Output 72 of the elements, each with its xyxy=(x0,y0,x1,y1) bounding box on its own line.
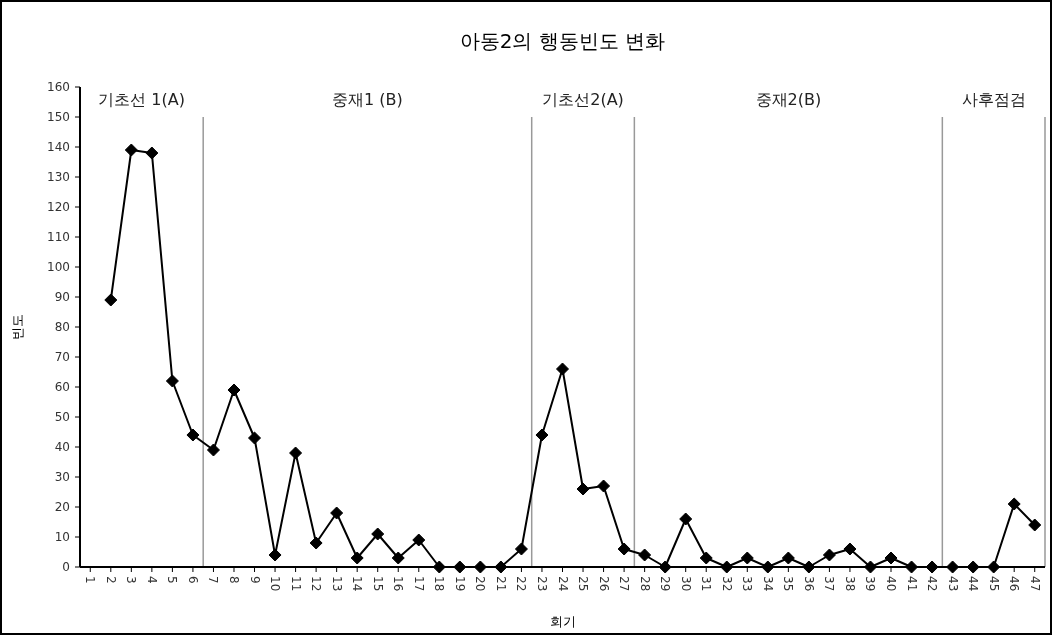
x-tick-label: 19 xyxy=(452,576,467,592)
x-tick-label: 2 xyxy=(103,576,118,584)
y-tick-label: 160 xyxy=(47,80,70,94)
x-tick-label: 38 xyxy=(842,576,857,592)
x-tick-label: 16 xyxy=(391,576,406,592)
x-axis-title: 회기 xyxy=(549,614,576,629)
annotation: 중재2(B) xyxy=(755,90,822,109)
x-tick-label: 41 xyxy=(904,576,919,592)
y-tick-label: 20 xyxy=(54,500,70,514)
x-tick-label: 30 xyxy=(678,576,693,592)
x-tick-label: 29 xyxy=(658,576,673,592)
x-tick-label: 24 xyxy=(555,576,570,592)
x-tick-label: 9 xyxy=(247,576,262,584)
x-tick-label: 37 xyxy=(822,576,837,592)
x-tick-label: 6 xyxy=(185,576,200,584)
x-tick-label: 33 xyxy=(740,576,755,592)
y-tick-label: 80 xyxy=(54,320,70,334)
x-tick-label: 11 xyxy=(288,576,303,592)
y-tick-label: 90 xyxy=(54,290,70,304)
y-tick-label: 150 xyxy=(47,110,70,124)
y-tick-label: 140 xyxy=(47,140,70,154)
y-tick-label: 60 xyxy=(54,380,70,394)
x-tick-label: 27 xyxy=(617,576,632,592)
x-tick-label: 3 xyxy=(124,576,139,584)
annotation: 중재1 (B) xyxy=(332,90,403,109)
x-tick-label: 47 xyxy=(1027,576,1042,592)
x-tick-label: 17 xyxy=(411,576,426,592)
annotation: 기초선2(A) xyxy=(542,90,624,109)
y-tick-label: 110 xyxy=(47,230,70,244)
x-tick-label: 12 xyxy=(309,576,324,592)
y-tick-label: 130 xyxy=(47,170,70,184)
y-tick-label: 40 xyxy=(54,440,70,454)
annotation: 사후점검 xyxy=(961,90,1026,109)
y-tick-label: 100 xyxy=(47,260,70,274)
x-tick-label: 4 xyxy=(144,576,159,584)
x-tick-label: 28 xyxy=(637,576,652,592)
x-tick-label: 35 xyxy=(781,576,796,592)
x-tick-label: 8 xyxy=(226,576,241,584)
x-tick-label: 31 xyxy=(699,576,714,592)
x-tick-label: 44 xyxy=(966,576,981,592)
x-tick-label: 42 xyxy=(925,576,940,592)
x-tick-label: 15 xyxy=(370,576,385,592)
y-tick-label: 70 xyxy=(54,350,70,364)
x-tick-label: 25 xyxy=(576,576,591,592)
x-tick-label: 32 xyxy=(719,576,734,592)
x-tick-label: 34 xyxy=(760,576,775,592)
x-tick-label: 5 xyxy=(165,576,180,584)
x-tick-label: 13 xyxy=(329,576,344,592)
x-tick-label: 18 xyxy=(432,576,447,592)
x-tick-label: 21 xyxy=(493,576,508,592)
x-tick-label: 1 xyxy=(83,576,98,584)
annotation: 기초선 1(A) xyxy=(98,90,185,109)
y-tick-label: 30 xyxy=(54,470,70,484)
x-tick-label: 39 xyxy=(863,576,878,592)
x-tick-label: 26 xyxy=(596,576,611,592)
x-tick-label: 10 xyxy=(268,576,283,592)
x-tick-label: 23 xyxy=(534,576,549,592)
x-tick-label: 22 xyxy=(514,576,529,592)
x-tick-label: 7 xyxy=(206,576,221,584)
y-tick-label: 50 xyxy=(54,410,70,424)
x-tick-label: 46 xyxy=(1007,576,1022,592)
x-tick-label: 36 xyxy=(801,576,816,592)
chart-title: 아동2의 행동빈도 변화 xyxy=(459,29,666,53)
x-tick-label: 45 xyxy=(986,576,1001,592)
x-tick-label: 20 xyxy=(473,576,488,592)
x-tick-label: 14 xyxy=(350,576,365,592)
y-tick-label: 0 xyxy=(62,560,70,574)
x-tick-label: 40 xyxy=(884,576,899,592)
y-tick-label: 10 xyxy=(54,530,70,544)
y-tick-label: 120 xyxy=(47,200,70,214)
y-axis-title: 빈도 xyxy=(10,314,25,340)
x-tick-label: 43 xyxy=(945,576,960,592)
